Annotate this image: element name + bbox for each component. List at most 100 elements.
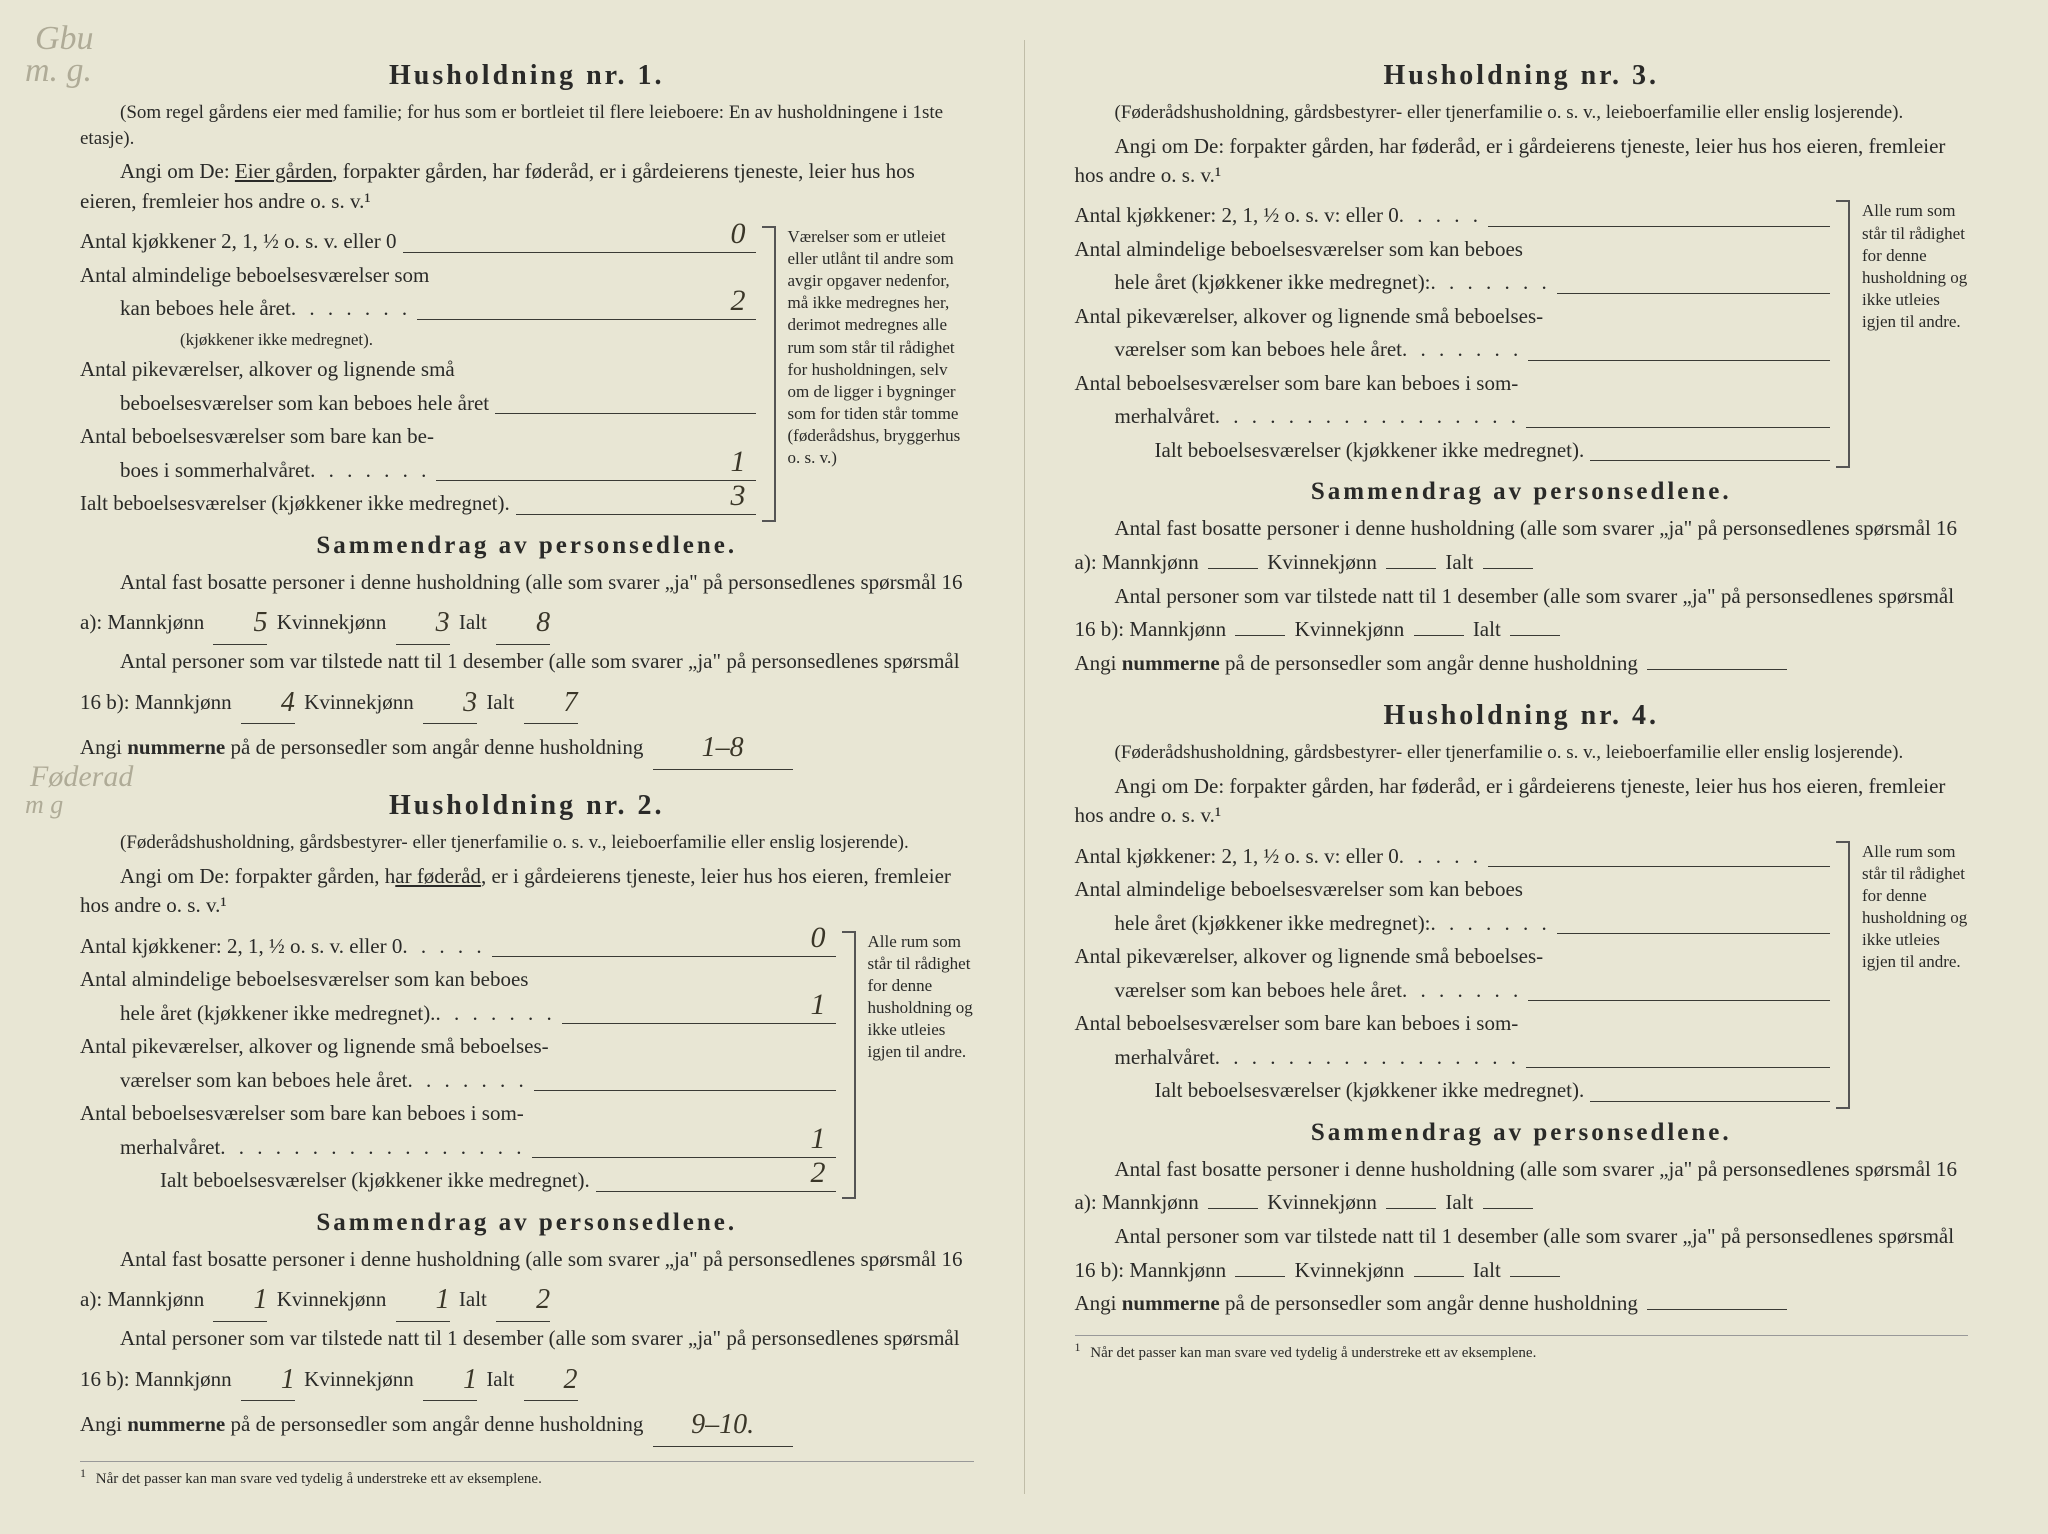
ja-quote: ja	[665, 570, 698, 594]
household-2: Husholdning nr. 2. (Føderådshusholdning,…	[80, 790, 974, 1488]
fill-field: 2	[496, 1276, 550, 1322]
fill-field: 0	[492, 956, 836, 957]
fill-field	[1235, 635, 1285, 636]
fill-field: 4	[241, 679, 295, 725]
fill-field: 9–10.	[653, 1401, 793, 1447]
fill-field: 3	[396, 599, 450, 645]
fill-field	[1510, 1276, 1560, 1277]
room-list: Antal kjøkkener: 2, 1, ½ o. s. v: eller …	[1075, 841, 1969, 1109]
nummer-line: Angi nummerne på de personsedler som ang…	[1075, 1287, 1969, 1321]
fill-field: 1	[436, 480, 755, 481]
fill-field	[1647, 1309, 1787, 1310]
row-label: kan beboes hele året	[120, 293, 291, 325]
fill-field	[1483, 1208, 1533, 1209]
sammendrag-line: Antal fast bosatte personer i denne hush…	[1075, 512, 1969, 579]
fill-field	[1386, 1208, 1436, 1209]
fill-field	[1528, 1000, 1830, 1001]
sammendrag-line: Antal fast bosatte personer i denne hush…	[1075, 1153, 1969, 1220]
ja-quote: ja	[688, 649, 721, 673]
fill-field: 3	[423, 679, 477, 725]
handwritten-value: 3	[731, 473, 746, 518]
sammendrag-line: Antal fast bosatte personer i denne hush…	[80, 566, 974, 645]
section-heading: Husholdning nr. 2.	[80, 790, 974, 822]
fill-field: 1	[532, 1157, 836, 1158]
fill-field	[1590, 460, 1830, 461]
fill-field	[1414, 635, 1464, 636]
right-page: Husholdning nr. 3. (Føderådshusholdning,…	[1025, 40, 2019, 1494]
row-label: Antal pikeværelser, alkover og lignende …	[80, 354, 455, 386]
handwritten-value: 2	[731, 278, 746, 323]
household-1: Husholdning nr. 1. (Som regel gårdens ei…	[80, 60, 974, 770]
left-page: Gbu m. g. Husholdning nr. 1. (Som regel …	[30, 40, 1025, 1494]
side-note: Alle rum som står til rådighet for denne…	[1848, 841, 1968, 1109]
fill-field: 3	[516, 514, 756, 515]
fill-field: 2	[596, 1191, 836, 1192]
angi-prefix: Angi om De:	[120, 159, 230, 183]
intro-text: (Som regel gårdens eier med familie; for…	[80, 100, 974, 151]
side-note: Alle rum som står til rådighet for denne…	[1848, 200, 1968, 468]
row-label: Antal kjøkkener 2, 1, ½ o. s. v. eller 0	[80, 226, 397, 258]
fill-field	[1590, 1101, 1830, 1102]
fill-field	[1414, 1276, 1464, 1277]
intro-text: (Føderådshusholdning, gårdsbestyrer- ell…	[80, 830, 974, 856]
room-list: Antal kjøkkener 2, 1, ½ o. s. v. eller 0…	[80, 226, 974, 522]
sammendrag-line: Antal fast bosatte personer i denne hush…	[80, 1243, 974, 1322]
fill-field	[1557, 293, 1830, 294]
fill-field	[1557, 933, 1830, 934]
fill-field	[1488, 226, 1830, 227]
nummer-line: Angi nummerne på de personsedler som ang…	[80, 1401, 974, 1447]
angi-line: Angi om De: forpakter gården, har føderå…	[1075, 772, 1969, 831]
pencil-annotation: Føderad	[30, 760, 133, 794]
section-heading: Husholdning nr. 3.	[1075, 60, 1969, 92]
dots: . . . . . . .	[291, 293, 411, 325]
fill-field: 1	[213, 1276, 267, 1322]
fill-field: 8	[496, 599, 550, 645]
fill-field	[1510, 635, 1560, 636]
fill-field: 1	[562, 1023, 836, 1024]
row-label: Ialt beboelsesværelser (kjøkkener ikke m…	[80, 488, 510, 520]
fill-field: 1	[396, 1276, 450, 1322]
sammendrag-line: Antal personer som var tilstede natt til…	[1075, 580, 1969, 647]
intro-text: (Føderådshusholdning, gårdsbestyrer- ell…	[1075, 100, 1969, 126]
fill-field	[1483, 568, 1533, 569]
fill-field: 7	[524, 679, 578, 725]
fill-field	[1488, 866, 1830, 867]
fill-field	[1526, 427, 1830, 428]
room-list: Antal kjøkkener: 2, 1, ½ o. s. v. eller …	[80, 931, 974, 1199]
dots: . . . . . . .	[310, 455, 430, 487]
fill-field	[1235, 1276, 1285, 1277]
row-paren: (kjøkkener ikke medregnet).	[180, 327, 373, 353]
angi-underlined: Eier gården	[235, 159, 332, 183]
sammendrag-line: Antal personer som var tilstede natt til…	[80, 1322, 974, 1401]
footnote: 1 Når det passer kan man svare ved tydel…	[80, 1461, 974, 1488]
fill-field: 2	[524, 1356, 578, 1402]
nummer-line: Angi nummerne på de personsedler som ang…	[1075, 647, 1969, 681]
fill-field: 2	[417, 319, 755, 320]
handwritten-value: 0	[731, 211, 746, 256]
row-label: Antal almindelige beboelsesværelser som	[80, 260, 429, 292]
section-heading: Husholdning nr. 1.	[80, 60, 974, 92]
angi-line: Angi om De: forpakter gården, har føderå…	[80, 862, 974, 921]
side-note: Værelser som er utleiet eller utlånt til…	[774, 226, 974, 522]
sammendrag-heading: Sammendrag av personsedlene.	[80, 532, 974, 560]
fill-field	[495, 413, 755, 414]
fill-field	[1208, 568, 1258, 569]
section-heading: Husholdning nr. 4.	[1075, 700, 1969, 732]
angi-line: Angi om De: forpakter gården, har føderå…	[1075, 132, 1969, 191]
fill-field: 5	[213, 599, 267, 645]
fill-field: 1	[241, 1356, 295, 1402]
angi-line: Angi om De: Eier gården, forpakter gårde…	[80, 157, 974, 216]
pencil-annotation: m g	[25, 790, 63, 820]
row-label: Antal beboelsesværelser som bare kan be-	[80, 421, 434, 453]
household-3: Husholdning nr. 3. (Føderådshusholdning,…	[1075, 60, 1969, 680]
fill-field	[1647, 669, 1787, 670]
sammendrag-heading: Sammendrag av personsedlene.	[80, 1209, 974, 1237]
fill-field: 1–8	[653, 724, 793, 770]
row-label: boes i sommerhalvåret	[120, 455, 310, 487]
room-list: Antal kjøkkener: 2, 1, ½ o. s. v: eller …	[1075, 200, 1969, 468]
sammendrag-line: Antal personer som var tilstede natt til…	[80, 645, 974, 724]
sammendrag-heading: Sammendrag av personsedlene.	[1075, 478, 1969, 506]
fill-field	[1528, 360, 1830, 361]
fill-field: 0	[403, 252, 756, 253]
side-note: Alle rum som står til rådighet for denne…	[854, 931, 974, 1199]
